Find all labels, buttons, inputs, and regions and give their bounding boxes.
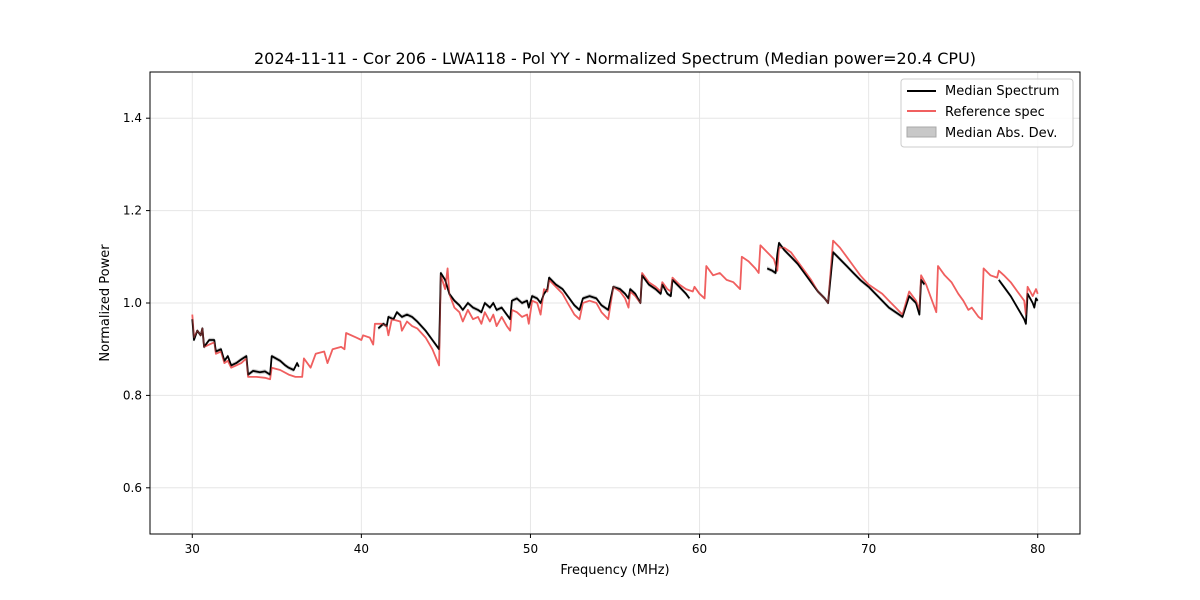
x-axis-label: Frequency (MHz)	[560, 563, 669, 578]
plot-area	[191, 239, 1039, 381]
x-tick-label: 70	[861, 542, 876, 556]
y-tick-label: 1.2	[123, 204, 142, 218]
median-spectrum-line	[377, 272, 691, 351]
legend-swatch-mad	[906, 126, 937, 138]
median-spectrum-line	[191, 319, 300, 376]
reference-spec-overlay	[191, 240, 1039, 380]
x-tick-label: 60	[692, 542, 707, 556]
y-tick-label: 1.4	[123, 111, 142, 125]
y-tick-label: 0.6	[123, 481, 142, 495]
y-axis-label: Normalized Power	[98, 244, 113, 362]
x-tick-label: 50	[523, 542, 538, 556]
x-tick-label: 30	[185, 542, 200, 556]
legend-label-reference: Reference spec	[945, 105, 1045, 120]
legend-box	[900, 78, 1074, 148]
median-spectrum-line	[998, 279, 1039, 325]
legend-label-mad: Median Abs. Dev.	[945, 126, 1057, 141]
x-tick-label: 40	[354, 542, 369, 556]
y-tick-label: 0.8	[123, 388, 142, 402]
median-spectrum-line	[766, 241, 926, 318]
axes-ticks: 30 40 50 60 70 80 0.6 0.8 1.0 1.2 1.4	[123, 111, 1045, 556]
x-tick-label: 80	[1030, 542, 1045, 556]
y-tick-label: 1.0	[123, 296, 142, 310]
chart-title: 2024-11-11 - Cor 206 - LWA118 - Pol YY -…	[254, 49, 976, 68]
legend: Median Spectrum Reference spec Median Ab…	[900, 78, 1074, 148]
legend-label-median: Median Spectrum	[945, 84, 1059, 99]
